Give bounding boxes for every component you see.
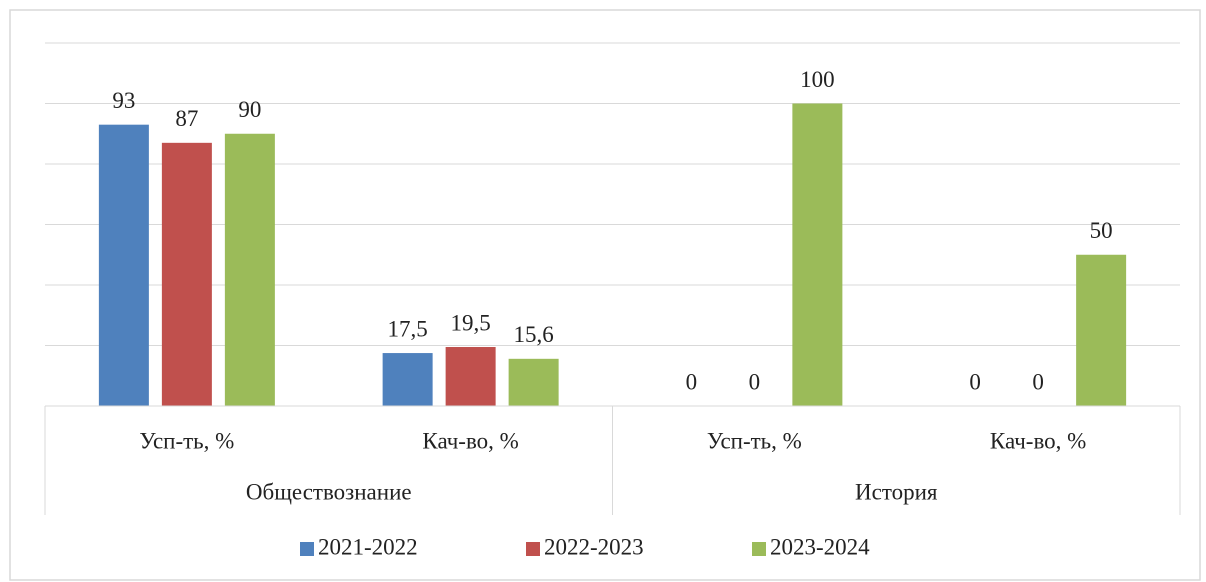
data-label: 87 (175, 106, 198, 131)
group-label: История (855, 479, 938, 504)
legend-swatch (300, 542, 314, 556)
legend-label: 2022-2023 (544, 534, 644, 559)
bar (792, 103, 843, 406)
x-tick-label: Кач-во, % (422, 428, 518, 453)
data-label: 50 (1090, 218, 1113, 243)
data-label: 0 (1032, 369, 1044, 394)
bar (382, 353, 433, 406)
legend-swatch (526, 542, 540, 556)
legend-label: 2021-2022 (318, 534, 418, 559)
data-label: 19,5 (451, 310, 491, 335)
data-label: 0 (686, 369, 698, 394)
data-label: 15,6 (514, 322, 554, 347)
data-label: 93 (112, 88, 135, 113)
data-label: 100 (800, 67, 835, 92)
bar (224, 133, 275, 406)
data-label: 90 (238, 97, 261, 122)
group-label: Обществознание (246, 479, 412, 504)
legend-swatch (752, 542, 766, 556)
x-tick-label: Усп-ть, % (707, 428, 802, 453)
bar (508, 358, 559, 406)
data-label: 17,5 (388, 316, 428, 341)
data-label: 0 (749, 369, 761, 394)
x-tick-label: Усп-ть, % (139, 428, 234, 453)
legend-label: 2023-2024 (770, 534, 870, 559)
bar (1076, 254, 1127, 406)
bar (98, 124, 149, 407)
bar (445, 347, 496, 406)
x-tick-label: Кач-во, % (990, 428, 1086, 453)
bar (161, 142, 212, 406)
data-label: 0 (969, 369, 981, 394)
